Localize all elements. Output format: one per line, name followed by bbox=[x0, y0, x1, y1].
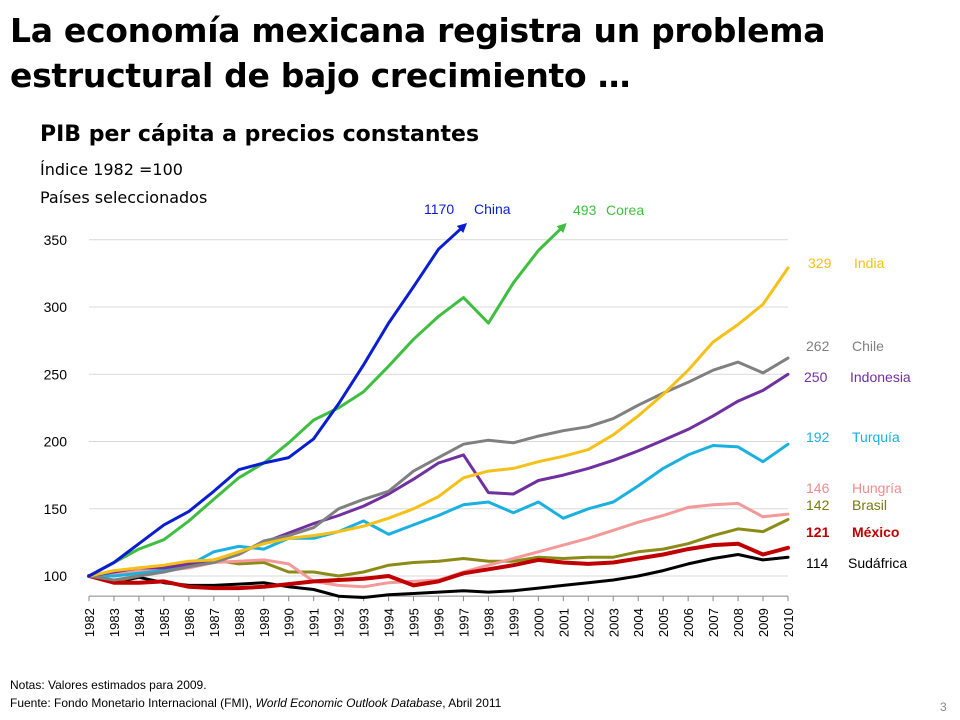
title-line-1: La economía mexicana registra un problem… bbox=[10, 11, 826, 50]
x-tick-label: 1997 bbox=[456, 608, 471, 637]
series-name-label: Indonesia bbox=[850, 369, 911, 385]
x-tick-label: 1992 bbox=[332, 608, 347, 637]
series-line-méxico bbox=[87, 541, 790, 591]
slide-title: La economía mexicana registra un problem… bbox=[10, 8, 950, 98]
end-value-label: 493 bbox=[573, 202, 597, 218]
x-tick-label: 2003 bbox=[606, 608, 621, 637]
end-value-label: 114 bbox=[806, 555, 829, 571]
x-tick-label: 2005 bbox=[656, 608, 671, 637]
source-database: World Economic Outlook Database bbox=[255, 696, 443, 710]
series-name-label: Corea bbox=[606, 202, 644, 218]
chart-grid bbox=[89, 239, 788, 577]
y-axis: 100 150 200 250 300 350 bbox=[44, 232, 68, 584]
x-tick-label: 2008 bbox=[731, 608, 746, 637]
series-line-turquía bbox=[87, 442, 790, 578]
x-tick-label: 1999 bbox=[506, 608, 521, 637]
y-tick-label: 350 bbox=[44, 232, 68, 248]
y-tick-label: 150 bbox=[44, 501, 68, 517]
series-name-label: Sudáfrica bbox=[848, 555, 907, 571]
end-value-label: 146 bbox=[806, 480, 830, 496]
series-end-labels: 114 Sudáfrica 142 Brasil 146 Hungría 121 México… bbox=[424, 201, 911, 571]
x-tick-label: 2002 bbox=[581, 608, 596, 637]
series-name-label: Turquía bbox=[852, 429, 900, 445]
title-line-2: estructural de bajo crecimiento … bbox=[10, 56, 631, 95]
series-name-label: Brasil bbox=[852, 497, 887, 513]
x-tick-label: 1998 bbox=[481, 608, 496, 637]
end-value-label: 329 bbox=[808, 255, 832, 271]
series-name-label: Chile bbox=[852, 338, 884, 354]
x-tick-label: 1984 bbox=[132, 608, 147, 637]
source-prefix: Fuente: Fondo Monetario Internacional (F… bbox=[10, 696, 256, 710]
end-value-label: 250 bbox=[804, 369, 828, 385]
x-tick-label: 1987 bbox=[207, 608, 222, 637]
x-tick-label: 2000 bbox=[531, 608, 546, 637]
chart-series bbox=[87, 222, 790, 599]
x-tick-label: 1994 bbox=[382, 608, 397, 637]
footnote: Notas: Valores estimados para 2009. bbox=[10, 678, 207, 692]
series-line-china bbox=[87, 223, 468, 578]
x-tick-label: 2006 bbox=[681, 608, 696, 637]
series-line-sudáfrica bbox=[87, 553, 790, 599]
end-value-label: 1170 bbox=[424, 201, 454, 217]
y-tick-label: 300 bbox=[44, 299, 68, 315]
page-number: 3 bbox=[940, 700, 947, 714]
x-tick-label: 1993 bbox=[357, 608, 372, 637]
x-tick-label: 2001 bbox=[556, 608, 571, 637]
x-tick-label: 2007 bbox=[706, 608, 721, 637]
x-tick-label: 1996 bbox=[432, 608, 447, 637]
y-tick-label: 250 bbox=[44, 366, 68, 382]
x-tick-label: 1995 bbox=[407, 608, 422, 637]
x-axis: 1982 1983 1984 1985 1986 1987 1988 1989 1990 1991… bbox=[82, 595, 796, 637]
x-tick-label: 1982 bbox=[82, 608, 97, 637]
end-value-label: 121 bbox=[806, 524, 830, 540]
series-line-corea bbox=[87, 222, 567, 578]
end-value-label: 262 bbox=[806, 338, 830, 354]
series-name-label: Hungría bbox=[852, 480, 902, 496]
y-tick-label: 200 bbox=[44, 434, 68, 450]
series-line-india bbox=[87, 266, 790, 578]
chart-subtitle: PIB per cápita a precios constantes bbox=[40, 122, 480, 147]
x-tick-label: 1989 bbox=[257, 608, 272, 637]
x-tick-label: 1988 bbox=[232, 608, 247, 637]
series-name-label: India bbox=[854, 255, 885, 271]
series-line-chile bbox=[87, 356, 790, 582]
x-tick-label: 1983 bbox=[107, 608, 122, 637]
index-note: Índice 1982 =100 bbox=[40, 160, 183, 179]
end-value-label: 142 bbox=[806, 497, 830, 513]
source-note: Fuente: Fondo Monetario Internacional (F… bbox=[10, 696, 501, 710]
series-name-label: México bbox=[852, 524, 899, 540]
x-tick-label: 2004 bbox=[631, 608, 646, 637]
source-suffix: , Abril 2011 bbox=[442, 696, 502, 710]
x-tick-label: 1990 bbox=[282, 608, 297, 637]
end-value-label: 192 bbox=[806, 429, 830, 445]
countries-note: Países seleccionados bbox=[40, 188, 208, 207]
x-tick-label: 1985 bbox=[157, 608, 172, 637]
x-tick-label: 2009 bbox=[756, 608, 771, 637]
x-tick-label: 1991 bbox=[307, 608, 322, 637]
series-name-label: China bbox=[474, 201, 511, 217]
x-tick-label: 2010 bbox=[781, 608, 796, 637]
y-tick-label: 100 bbox=[44, 568, 68, 584]
x-tick-label: 1986 bbox=[182, 608, 197, 637]
